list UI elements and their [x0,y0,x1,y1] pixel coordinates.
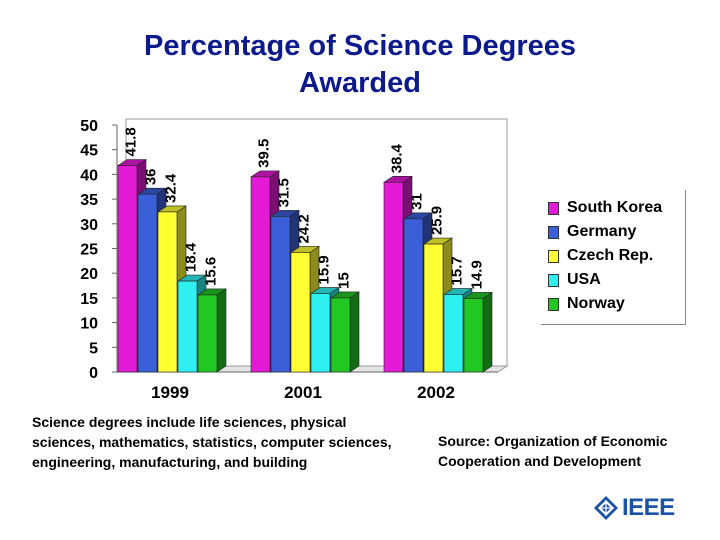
y-tick-label: 15 [80,291,98,308]
bar [443,294,464,373]
bar-value-label: 15.9 [316,255,333,284]
legend-swatch [548,297,559,311]
legend-swatch [548,273,559,287]
x-tick-label: 1999 [151,383,189,402]
bar [117,165,138,373]
ieee-logo: IEEE [593,493,675,523]
legend-label: South Korea [567,199,663,216]
y-tick-label: 20 [80,266,98,283]
chart-legend: South Korea Germany Czech Rep. USA Norway [541,190,686,325]
x-tick-label: 2001 [284,383,322,402]
bar [463,298,484,373]
bar-value-label: 39.5 [256,139,273,168]
bar-value-label: 15.7 [449,256,466,285]
bar-value-label: 18.4 [183,242,200,272]
bar-value-label: 24.2 [296,214,313,243]
x-tick-label: 2002 [417,383,455,402]
legend-label: Germany [567,223,637,240]
y-tick-label: 5 [89,340,98,357]
bar-value-label: 36 [143,168,160,185]
bar-side [349,291,360,373]
bar [423,243,444,373]
bar [383,182,404,373]
legend-item: Germany [548,222,636,242]
legend-swatch [548,201,559,215]
bar [290,252,311,373]
legend-label: USA [567,271,601,288]
y-tick-label: 50 [80,118,98,135]
legend-label: Czech Rep. [567,247,654,264]
bar-side [216,288,227,373]
bar [330,297,351,373]
y-tick-label: 30 [80,217,98,234]
bar [137,193,158,373]
y-tick-label: 25 [80,242,98,259]
bar [197,294,218,373]
y-tick-label: 40 [80,167,98,184]
y-tick-label: 45 [80,143,98,160]
bar-value-label: 41.8 [123,127,140,156]
bar-value-label: 25.9 [429,206,446,235]
bar-side [482,291,493,373]
y-tick-label: 35 [80,192,98,209]
legend-swatch [548,249,559,263]
ieee-logo-text: IEEE [622,494,675,521]
bar-value-label: 15.6 [203,257,220,286]
legend-item: South Korea [548,198,662,218]
y-tick-label: 10 [80,316,98,333]
legend-swatch [548,225,559,239]
legend-item: Czech Rep. [548,246,653,266]
footnote-source: Source: Organization of Economic Coopera… [438,433,668,469]
bar [270,216,291,373]
bar [403,218,424,373]
legend-item: USA [548,270,601,290]
slide-title: Percentage of Science Degrees Awarded [0,28,720,102]
title-line-2: Awarded [299,67,421,99]
ieee-diamond-icon [594,496,618,520]
bar [157,211,178,373]
bar [250,176,271,373]
bar [310,293,331,373]
bar-value-label: 31.5 [276,178,293,207]
bar-value-label: 32.4 [163,173,180,203]
bar-value-label: 38.4 [389,143,406,173]
legend-item: Norway [548,294,625,314]
bar-value-label: 31 [409,193,426,210]
footnote-definition: Science degrees include life sciences, p… [32,414,392,470]
title-line-1: Percentage of Science Degrees [144,30,576,62]
y-tick-label: 0 [89,365,98,382]
bar-value-label: 15 [336,272,353,289]
legend-label: Norway [567,295,625,312]
bar-value-label: 14.9 [469,260,486,289]
bar [177,280,198,373]
